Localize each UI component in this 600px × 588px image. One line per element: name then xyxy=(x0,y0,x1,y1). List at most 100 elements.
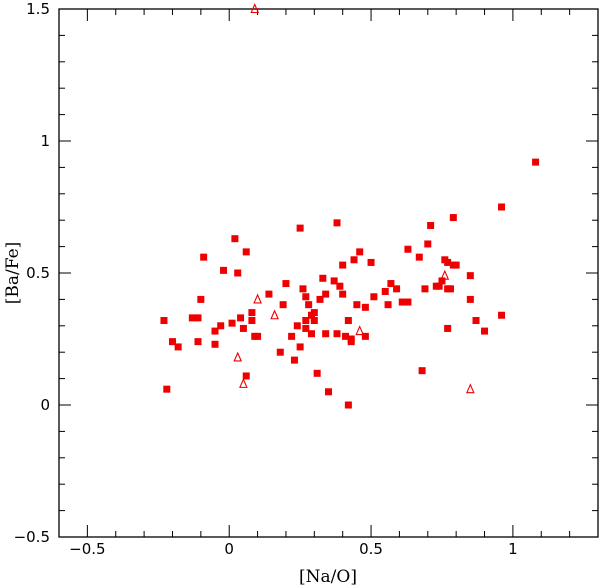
data-point-square xyxy=(200,253,208,261)
data-point-square xyxy=(168,338,176,346)
data-point-square xyxy=(393,285,401,293)
data-point-square xyxy=(361,303,369,311)
data-point-square xyxy=(466,295,474,303)
data-point-square xyxy=(254,332,262,340)
data-point-square xyxy=(356,248,364,256)
data-point-square xyxy=(427,221,435,229)
data-point-square xyxy=(310,317,318,325)
data-point-triangle xyxy=(233,351,243,362)
axis-ticks xyxy=(59,8,599,538)
data-point-square xyxy=(449,214,457,222)
data-point-square xyxy=(384,301,392,309)
data-point-square xyxy=(242,248,250,256)
data-point-square xyxy=(319,274,327,282)
y-axis-label: [Ba/Fe] xyxy=(3,242,23,305)
data-point-square xyxy=(279,301,287,309)
data-point-square xyxy=(220,266,228,274)
data-point-triangle xyxy=(250,3,260,14)
data-point-square xyxy=(370,293,378,301)
data-point-square xyxy=(322,290,330,298)
x-tick-label: 0.5 xyxy=(359,540,383,558)
data-point-square xyxy=(361,332,369,340)
data-point-square xyxy=(322,330,330,338)
data-point-square xyxy=(421,285,429,293)
data-point-triangle xyxy=(239,378,248,388)
plot-frame xyxy=(58,8,599,538)
data-point-square xyxy=(353,301,361,309)
data-point-square xyxy=(310,309,318,317)
data-point-square xyxy=(333,330,341,338)
data-point-square xyxy=(248,317,256,325)
data-point-square xyxy=(239,324,247,332)
data-point-square xyxy=(302,317,310,325)
data-point-square xyxy=(248,309,256,317)
data-point-square xyxy=(313,369,321,377)
data-point-square xyxy=(339,261,347,269)
data-point-square xyxy=(296,224,304,232)
y-tick-label: 1 xyxy=(40,132,50,150)
data-point-square xyxy=(498,311,506,319)
x-tick-label: 0 xyxy=(224,540,234,558)
x-axis-label: [Na/O] xyxy=(299,567,357,587)
data-point-triangle xyxy=(270,309,279,320)
y-tick-label: 0.5 xyxy=(26,264,50,282)
data-point-square xyxy=(282,280,290,288)
data-point-square xyxy=(342,332,350,340)
data-point-triangle xyxy=(466,383,475,394)
data-point-square xyxy=(452,261,460,269)
data-point-square xyxy=(367,258,375,266)
data-point-square xyxy=(404,298,412,306)
axis-tick-labels: −0.5 0 0.5 1 −0.5 0 0.5 1 1.5 xyxy=(14,0,518,558)
data-point-square xyxy=(234,269,242,277)
data-points xyxy=(160,3,540,409)
y-tick-label: 0 xyxy=(40,396,50,414)
data-point-square xyxy=(466,272,474,280)
data-point-square xyxy=(481,327,489,335)
x-tick-label: −0.5 xyxy=(69,540,105,558)
data-point-triangle xyxy=(440,269,450,280)
data-point-square xyxy=(347,335,355,343)
data-point-square xyxy=(424,240,432,248)
data-point-square xyxy=(237,314,245,322)
data-point-square xyxy=(472,317,480,325)
y-tick-label: −0.5 xyxy=(14,528,50,546)
data-point-square xyxy=(293,322,301,330)
data-point-square xyxy=(438,277,446,285)
data-point-square xyxy=(305,301,313,309)
data-point-square xyxy=(333,219,341,227)
data-point-square xyxy=(163,385,171,393)
data-point-square xyxy=(194,338,202,346)
y-tick-label: 1.5 xyxy=(26,0,50,18)
data-point-square xyxy=(446,285,454,293)
data-point-square xyxy=(307,330,315,338)
data-point-square xyxy=(398,298,406,306)
data-point-square xyxy=(381,287,389,295)
data-point-square xyxy=(231,235,239,243)
x-tick-label: 1 xyxy=(508,540,518,558)
data-point-square xyxy=(160,317,168,325)
data-point-square xyxy=(435,282,443,290)
data-point-square xyxy=(288,332,296,340)
data-point-square xyxy=(299,285,307,293)
data-point-square xyxy=(242,372,250,380)
data-point-square xyxy=(404,245,412,253)
data-point-square xyxy=(387,280,395,288)
data-point-square xyxy=(532,158,540,166)
data-point-square xyxy=(316,295,324,303)
data-point-square xyxy=(197,295,205,303)
data-point-square xyxy=(344,317,352,325)
data-point-square xyxy=(336,282,344,290)
data-point-square xyxy=(350,256,358,264)
data-point-square xyxy=(228,319,236,327)
data-point-square xyxy=(211,327,219,335)
data-point-square xyxy=(344,401,352,409)
data-point-square xyxy=(325,388,332,396)
data-point-square xyxy=(330,277,338,285)
data-point-triangle xyxy=(355,325,365,336)
data-point-square xyxy=(498,203,506,211)
data-point-square xyxy=(174,343,182,351)
data-point-square xyxy=(296,343,304,351)
data-point-square xyxy=(302,324,310,332)
data-point-square xyxy=(188,314,196,322)
